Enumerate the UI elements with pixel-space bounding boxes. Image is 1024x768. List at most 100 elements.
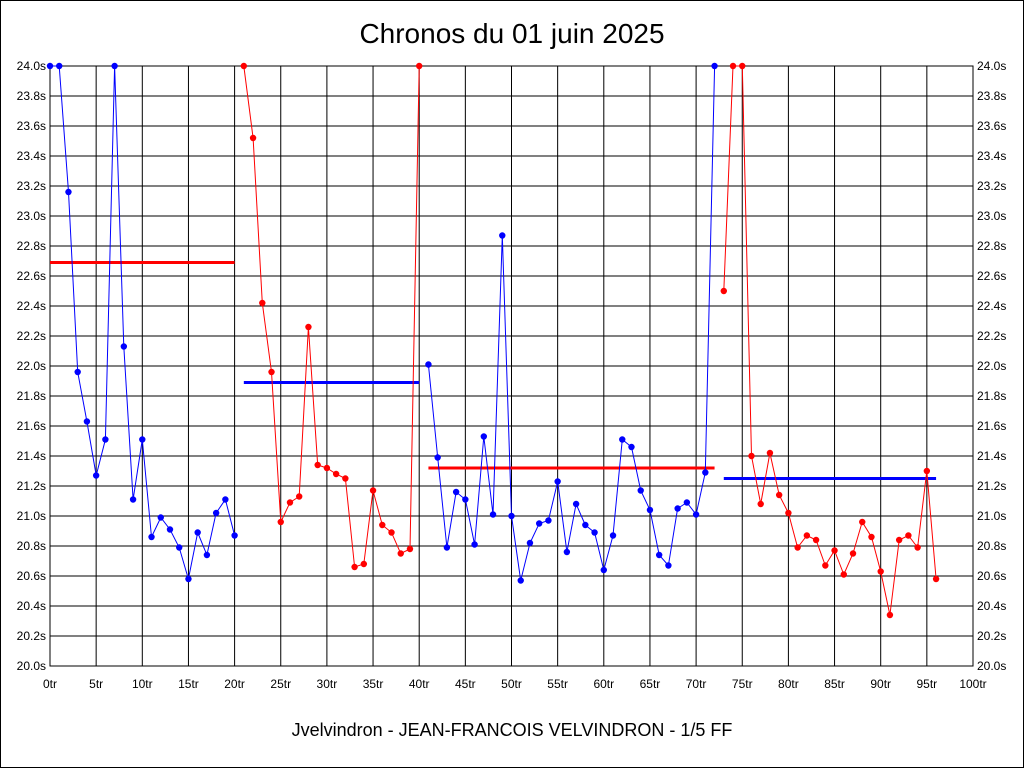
series-0-point-5 [92, 472, 100, 479]
series-3-point-8 [794, 544, 801, 551]
series-3-point-6 [775, 491, 783, 499]
series-0-point-7 [111, 62, 118, 70]
series-1-point-16 [388, 529, 395, 536]
series-0-point-15 [185, 575, 192, 583]
x-tick-label-6: 30tr [317, 677, 338, 691]
series-2-point-6 [480, 433, 488, 440]
series-2-point-3 [452, 488, 460, 496]
series-1-point-1 [249, 134, 257, 142]
y-tick-label-right-11: 22.2s [977, 329, 1006, 343]
y-tick-label-left-18: 23.6s [17, 119, 46, 133]
series-3-point-15 [859, 518, 866, 526]
y-tick-label-right-16: 23.2s [977, 179, 1006, 193]
x-tick-label-3: 15tr [178, 677, 199, 691]
series-3-point-0 [720, 287, 727, 295]
x-tick-label-17: 85tr [824, 677, 845, 691]
series-3-point-23 [932, 575, 940, 583]
series-0-point-9 [129, 496, 137, 503]
series-2-point-17 [582, 521, 589, 529]
series-0-point-11 [148, 533, 155, 541]
x-tick-label-15: 75tr [732, 677, 753, 691]
series-3-point-13 [840, 571, 847, 578]
series-2-point-29 [692, 511, 700, 518]
series-3-point-2 [739, 62, 746, 70]
series-3-point-10 [812, 536, 820, 544]
series-0-point-17 [203, 551, 211, 559]
series-2-point-31 [711, 62, 718, 70]
series-2-point-24 [646, 506, 654, 514]
series-2-point-23 [637, 487, 644, 494]
y-tick-label-left-7: 21.4s [17, 449, 46, 463]
series-0-point-6 [102, 436, 109, 443]
series-2-point-7 [489, 511, 497, 518]
series-1-point-5 [286, 499, 294, 506]
series-1-point-13 [360, 560, 368, 568]
series-2-point-4 [462, 496, 469, 503]
series-3-point-19 [895, 536, 903, 544]
x-tick-label-12: 60tr [593, 677, 614, 691]
x-tick-label-20: 100tr [959, 677, 986, 691]
series-0-point-1 [56, 62, 63, 70]
series-1-point-7 [305, 323, 312, 331]
y-tick-label-left-8: 21.6s [17, 419, 46, 433]
y-tick-label-left-5: 21.0s [17, 509, 46, 523]
y-tick-label-left-15: 23.0s [17, 209, 46, 223]
series-3-point-9 [803, 532, 811, 539]
series-1-point-0 [240, 62, 248, 70]
x-tick-label-1: 5tr [89, 677, 103, 691]
y-tick-label-right-6: 21.2s [977, 479, 1006, 493]
series-3-point-12 [831, 547, 838, 554]
y-tick-label-right-19: 23.8s [977, 89, 1006, 103]
series-2-point-5 [471, 541, 478, 548]
x-tick-label-19: 95tr [917, 677, 938, 691]
y-tick-label-left-17: 23.4s [17, 149, 46, 163]
series-2-point-13 [545, 517, 552, 524]
series-1-point-14 [369, 487, 377, 494]
series-2-point-9 [508, 512, 515, 520]
series-0-point-16 [194, 529, 201, 536]
y-tick-label-right-20: 24.0s [977, 59, 1006, 73]
series-3-point-17 [877, 568, 884, 575]
y-tick-label-left-20: 24.0s [17, 59, 46, 73]
series-1-point-9 [323, 464, 331, 472]
x-tick-label-4: 20tr [224, 677, 245, 691]
x-tick-label-2: 10tr [132, 677, 153, 691]
y-tick-label-left-9: 21.8s [17, 389, 46, 403]
series-0-point-18 [212, 509, 220, 517]
series-0-point-4 [83, 418, 91, 425]
y-tick-label-right-15: 23.0s [977, 209, 1006, 223]
x-tick-label-14: 70tr [686, 677, 707, 691]
y-tick-label-right-9: 21.8s [977, 389, 1006, 403]
y-tick-label-right-4: 20.8s [977, 539, 1006, 553]
series-2-point-2 [443, 544, 451, 551]
series-2-point-28 [683, 499, 691, 506]
series-3-point-3 [748, 452, 755, 460]
series-0-point-2 [65, 188, 72, 196]
series-2-point-16 [572, 500, 580, 508]
y-tick-label-left-10: 22.0s [17, 359, 46, 373]
series-2-point-12 [535, 520, 543, 527]
y-tick-label-left-4: 20.8s [17, 539, 46, 553]
series-1-point-12 [351, 563, 358, 571]
y-tick-label-right-3: 20.6s [977, 569, 1006, 583]
y-tick-label-right-0: 20.0s [977, 659, 1006, 673]
series-0-point-14 [176, 544, 183, 551]
x-tick-label-13: 65tr [640, 677, 661, 691]
series-3-point-21 [914, 544, 921, 551]
y-tick-label-right-2: 20.4s [977, 599, 1006, 613]
x-tick-label-16: 80tr [778, 677, 799, 691]
series-3-point-11 [822, 562, 829, 569]
series-2-point-20 [609, 532, 617, 539]
series-1-point-17 [397, 550, 404, 557]
y-tick-label-left-0: 20.0s [17, 659, 46, 673]
y-tick-label-left-19: 23.8s [17, 89, 46, 103]
series-2-point-21 [619, 436, 626, 443]
series-3-point-20 [905, 532, 912, 539]
y-tick-label-right-17: 23.4s [977, 149, 1006, 163]
y-tick-label-right-14: 22.8s [977, 239, 1006, 253]
y-tick-label-right-18: 23.6s [977, 119, 1006, 133]
series-2-point-0 [425, 361, 432, 368]
series-2-point-26 [665, 562, 672, 569]
series-0-point-19 [222, 496, 229, 503]
